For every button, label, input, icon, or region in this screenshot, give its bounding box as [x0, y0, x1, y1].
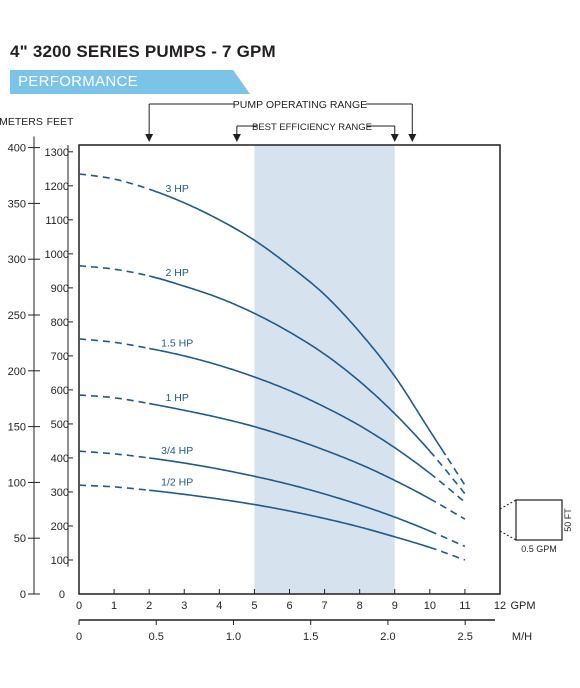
curve-1-5-hp-solid	[149, 347, 431, 474]
meters-tick-label: 100	[8, 477, 26, 489]
meters-axis-label: METERS	[0, 116, 43, 128]
curve-label: 3/4 HP	[161, 445, 193, 457]
gpm-tick-label: 7	[322, 600, 328, 612]
curve-label: 2 HP	[166, 267, 189, 279]
curve-1-hp-dashed-start	[78, 394, 150, 405]
curve-3-4-hp-dashed-end	[429, 530, 466, 548]
performance-banner: PERFORMANCE	[10, 70, 250, 94]
mh-tick-label: 0.5	[149, 631, 164, 643]
meters-tick-label: 300	[8, 254, 26, 266]
feet-tick-label: 800	[51, 317, 69, 329]
meters-tick-label: 400	[8, 143, 26, 155]
scale-box-leader	[499, 530, 517, 541]
curve-1-5-hp-dashed-start	[78, 338, 150, 350]
feet-tick-label: 1000	[45, 249, 69, 261]
meters-tick-label: 50	[14, 533, 26, 545]
curve-3-hp-solid	[148, 188, 447, 456]
curve-3-4-hp-dashed-start	[78, 450, 150, 459]
gpm-tick-label: 9	[392, 600, 398, 612]
scale-box-height-label: 50 FT	[563, 508, 573, 532]
gpm-tick-label: 8	[357, 600, 363, 612]
curve-2-hp-dashed-end	[429, 450, 466, 495]
curve-label: 1 HP	[166, 392, 189, 404]
feet-tick-label: 0	[59, 589, 65, 601]
scale-box-leader	[499, 499, 517, 510]
feet-tick-label: 1100	[45, 215, 69, 227]
gpm-tick-label: 12	[494, 600, 506, 612]
curve-1-2-hp-dashed-end	[429, 546, 466, 561]
feet-tick-label: 600	[51, 385, 69, 397]
feet-tick-label: 100	[51, 555, 69, 567]
gpm-tick-label: 6	[286, 600, 292, 612]
mh-tick-label: 2.0	[380, 631, 395, 643]
curve-3-hp-dashed-end	[446, 457, 466, 486]
curve-label: 1.5 HP	[161, 337, 193, 349]
feet-tick-label: 200	[51, 521, 69, 533]
gpm-tick-label: 5	[251, 600, 257, 612]
curve-2-hp-solid	[149, 275, 431, 452]
curve-1-2-hp-solid	[149, 489, 431, 549]
feet-tick-label: 700	[51, 351, 69, 363]
scale-box	[515, 499, 563, 541]
mh-tick-label: 1.0	[226, 631, 241, 643]
feet-tick-label: 1200	[45, 181, 69, 193]
best-efficiency-range-label: BEST EFFICIENCY RANGE	[252, 122, 372, 133]
curve-1-2-hp-dashed-start	[79, 484, 150, 492]
mh-tick-label: 0	[76, 631, 82, 643]
feet-tick-label: 1300	[45, 147, 69, 159]
meters-tick-label: 150	[8, 422, 26, 434]
performance-banner-label: PERFORMANCE	[18, 73, 138, 90]
gpm-tick-label: 4	[216, 600, 222, 612]
feet-tick-label: 500	[51, 419, 69, 431]
mh-axis-label: M/H	[512, 631, 532, 643]
gpm-tick-label: 10	[424, 600, 436, 612]
best-efficiency-band	[254, 145, 395, 594]
curve-label: 3 HP	[166, 183, 189, 195]
meters-tick-label: 200	[8, 366, 26, 378]
scale-box-width-label: 0.5 GPM	[521, 544, 557, 554]
curve-2-hp-dashed-start	[79, 265, 150, 277]
gpm-tick-label: 1	[111, 600, 117, 612]
meters-tick-label: 250	[8, 310, 26, 322]
best-efficiency-arrow	[232, 134, 241, 142]
pump-operating-range-label: PUMP OPERATING RANGE	[233, 99, 367, 111]
gpm-tick-label: 3	[181, 600, 187, 612]
curve-3-4-hp-solid	[149, 457, 431, 532]
pump-operating-arrow	[145, 134, 154, 142]
feet-tick-label: 300	[51, 487, 69, 499]
curve-1-hp-dashed-end	[429, 498, 466, 520]
best-efficiency-arrow	[390, 134, 399, 142]
gpm-tick-label: 11	[459, 600, 470, 612]
gpm-tick-label: 0	[76, 600, 82, 612]
mh-tick-label: 1.5	[303, 631, 318, 643]
meters-tick-label: 0	[20, 589, 26, 601]
curve-3-hp-dashed-start	[78, 173, 150, 190]
mh-tick-label: 2.5	[458, 631, 473, 643]
feet-tick-label: 900	[51, 283, 69, 295]
pump-operating-arrow	[408, 134, 417, 142]
feet-tick-label: 400	[51, 453, 69, 465]
gpm-axis-label: GPM	[510, 600, 535, 612]
meters-tick-label: 350	[8, 198, 26, 210]
gpm-tick-label: 2	[146, 600, 152, 612]
feet-axis-label: FEET	[47, 116, 74, 128]
page-title: 4" 3200 SERIES PUMPS - 7 GPM	[10, 42, 276, 61]
curve-1-5-hp-dashed-end	[429, 472, 466, 503]
curve-1-hp-solid	[149, 402, 431, 500]
curve-label: 1/2 HP	[161, 477, 193, 489]
